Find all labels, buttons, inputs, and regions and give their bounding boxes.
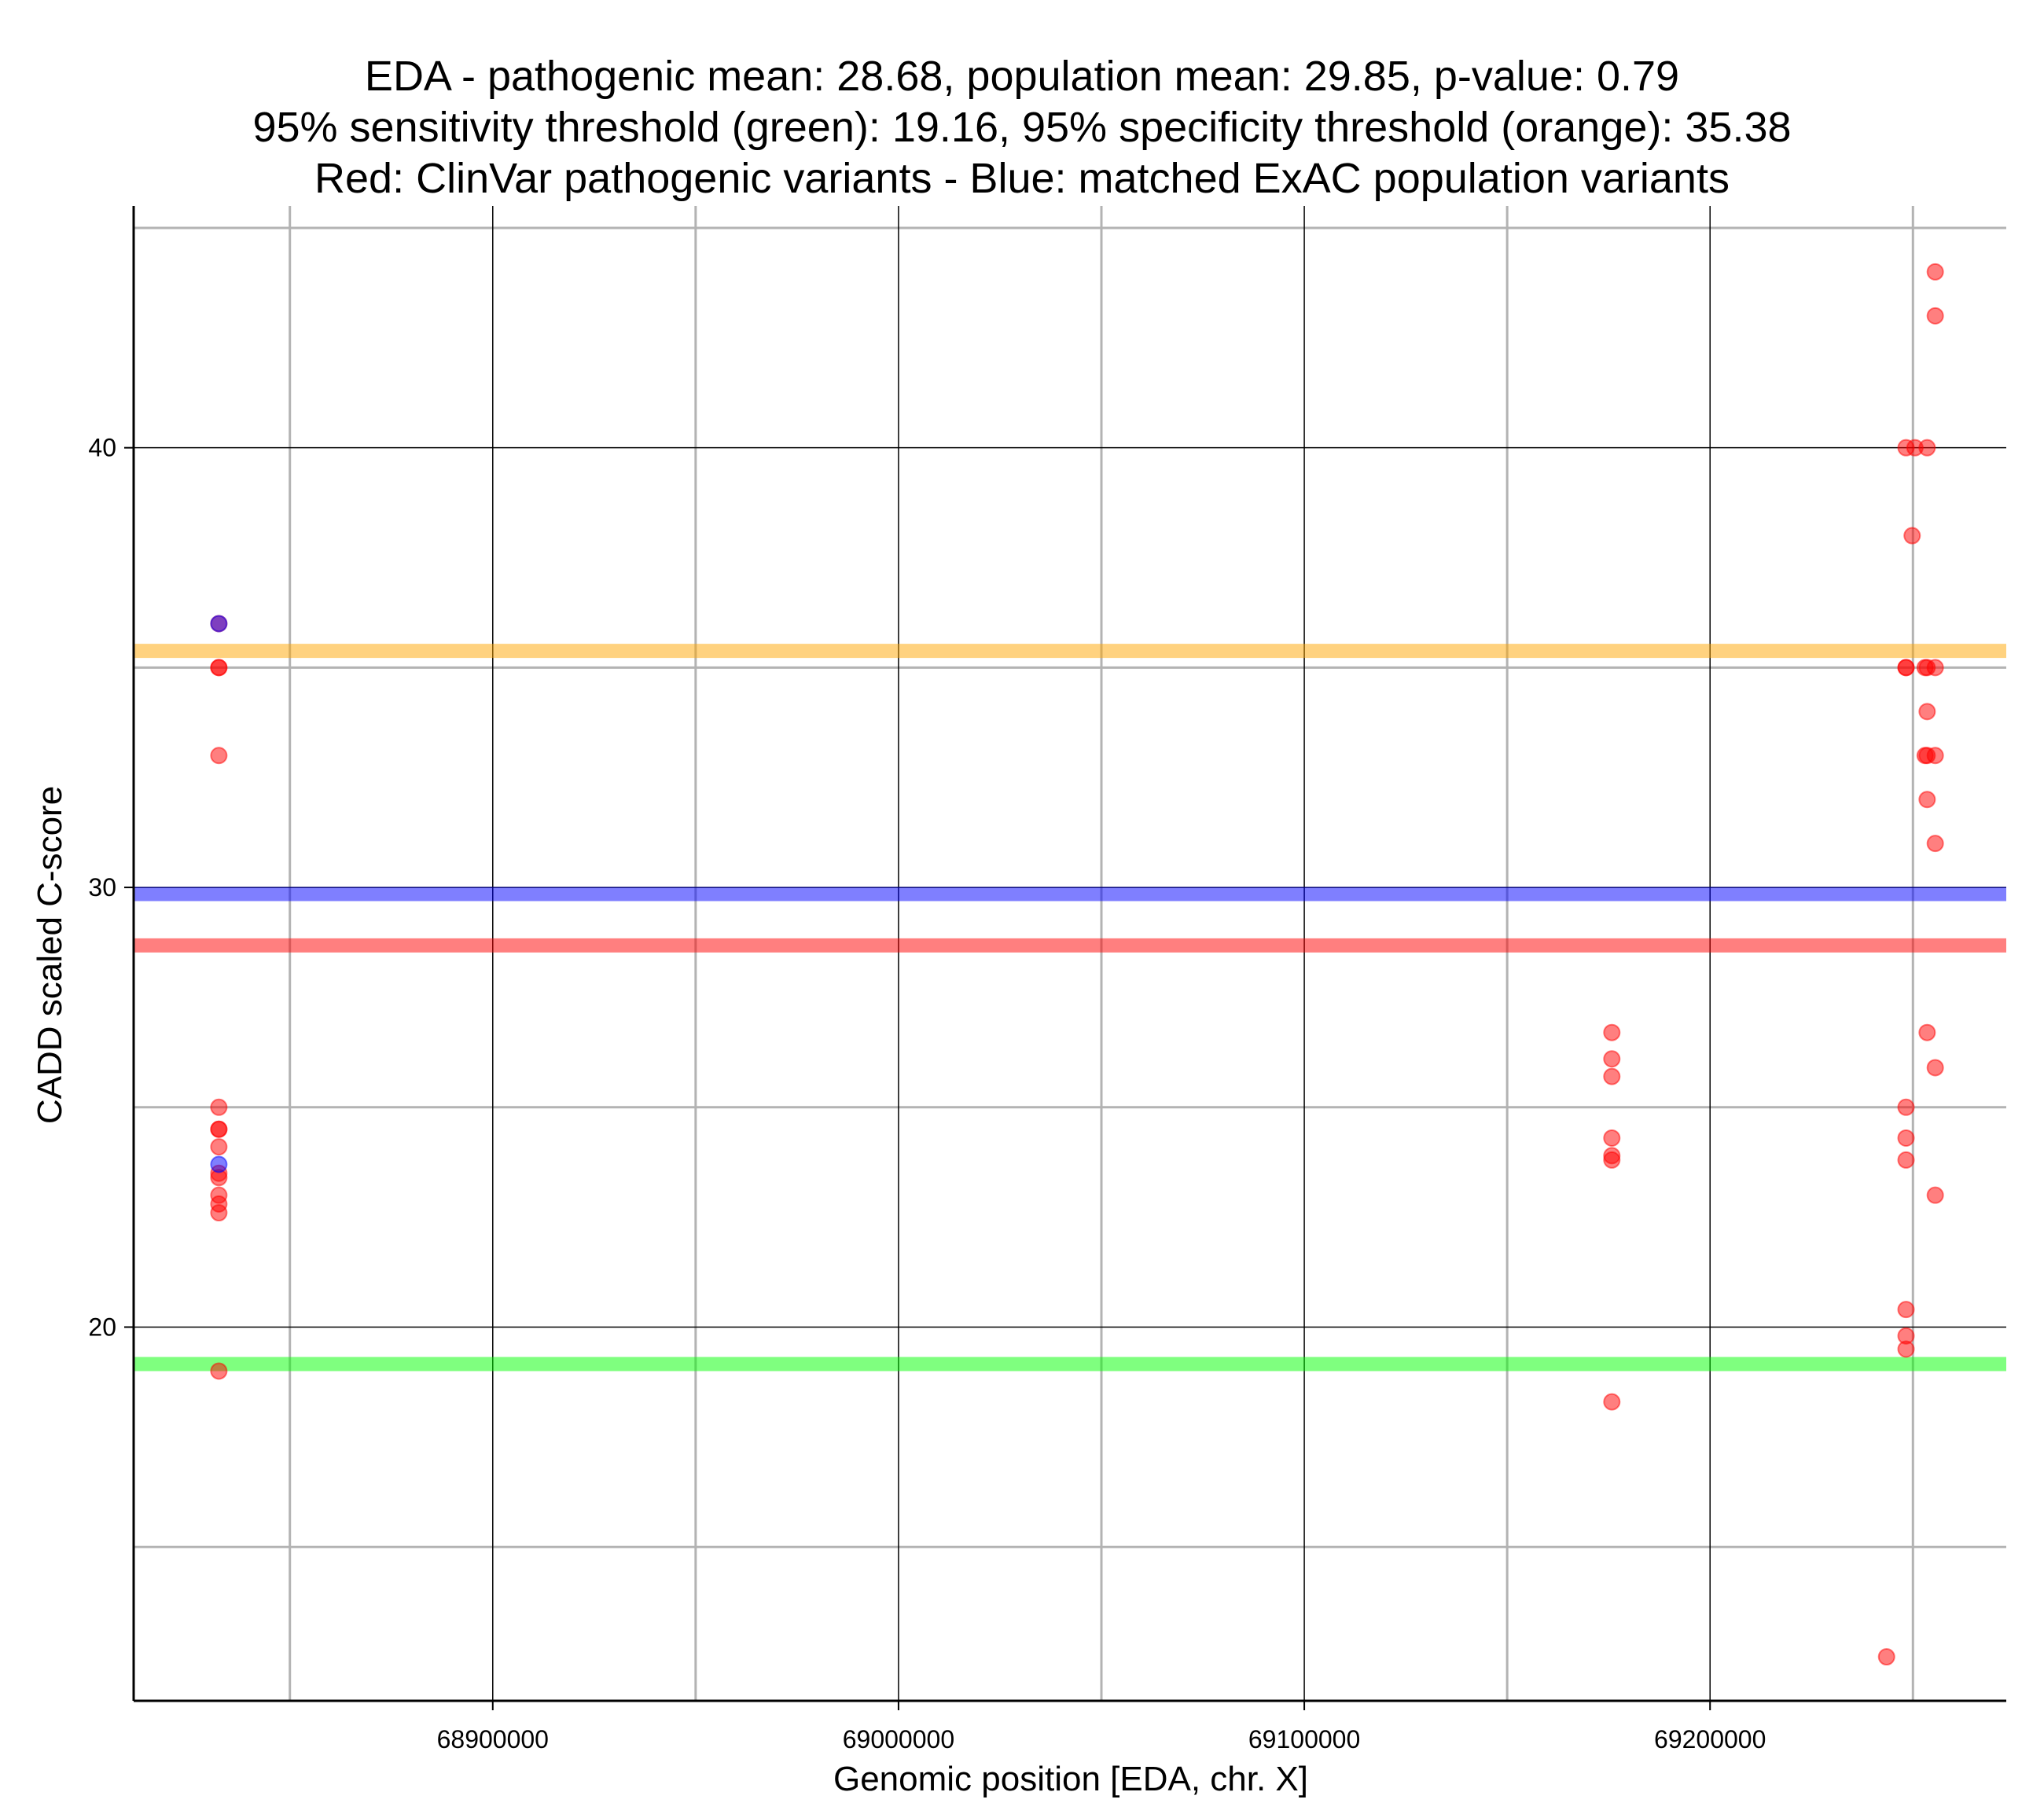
y-tick-label: 40: [88, 434, 116, 462]
data-point: [1897, 1340, 1915, 1358]
data-point: [1926, 263, 1944, 281]
data-point: [1926, 1059, 1944, 1077]
data-point: [210, 1204, 228, 1222]
tick-labels: 68900000 69000000 69100000 69200000 20 30 40: [88, 434, 1766, 1753]
chart-title: EDA - pathogenic mean: 28.68, population…: [252, 53, 1791, 202]
data-point: [1918, 703, 1936, 721]
grid-lines: [134, 206, 2006, 1701]
data-point: [1926, 307, 1944, 325]
data-point: [1926, 659, 1944, 677]
x-tick-label: 68900000: [437, 1725, 549, 1753]
y-tick-label: 30: [88, 873, 116, 901]
data-point: [1918, 791, 1936, 809]
x-tick-label: 69100000: [1248, 1725, 1360, 1753]
data-point: [1897, 1301, 1915, 1319]
title-line-2: 95% sensitivity threshold (green): 19.16…: [252, 104, 1791, 151]
y-axis-title: CADD scaled C-score: [31, 786, 69, 1124]
data-point: [1918, 439, 1936, 457]
data-point: [1603, 1393, 1621, 1411]
data-point: [1603, 1151, 1621, 1169]
data-point: [210, 747, 228, 765]
title-line-3: Red: ClinVar pathogenic variants - Blue:…: [314, 155, 1730, 202]
x-tick-label: 69200000: [1654, 1725, 1766, 1753]
data-point: [1926, 747, 1944, 765]
data-point: [210, 659, 228, 677]
data-points: [210, 263, 1944, 1666]
data-point: [210, 1098, 228, 1116]
data-point: [1926, 835, 1944, 853]
data-point: [1897, 1129, 1915, 1147]
data-point: [1897, 659, 1915, 677]
data-point: [210, 1155, 228, 1173]
x-axis-title: Genomic position [EDA, chr. X]: [833, 1760, 1308, 1798]
title-line-1: EDA - pathogenic mean: 28.68, population…: [365, 53, 1679, 100]
data-point: [210, 1138, 228, 1156]
data-point: [1603, 1129, 1621, 1147]
data-point: [210, 1120, 228, 1138]
data-point: [1603, 1067, 1621, 1085]
data-point: [210, 615, 228, 633]
x-tick-label: 69000000: [843, 1725, 954, 1753]
data-point: [1603, 1050, 1621, 1068]
axes: [124, 206, 2006, 1710]
data-point: [1918, 1023, 1936, 1041]
data-point: [1877, 1648, 1895, 1666]
data-point: [1926, 1186, 1944, 1204]
y-tick-label: 20: [88, 1313, 116, 1342]
data-point: [1603, 1023, 1621, 1041]
data-point: [1897, 1151, 1915, 1169]
reference-lines: [134, 644, 2006, 1372]
data-point: [1903, 527, 1921, 545]
data-point: [1897, 1098, 1915, 1116]
data-point: [210, 1362, 228, 1380]
